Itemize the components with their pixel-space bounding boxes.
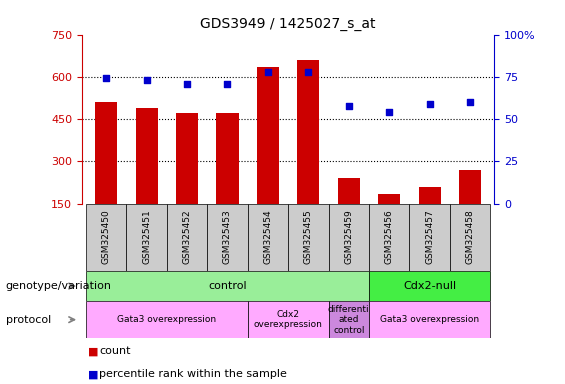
Bar (216, 113, 238, 204)
Bar (247, 204, 288, 271)
Text: percentile rank within the sample: percentile rank within the sample (99, 369, 287, 379)
Text: GSM325456: GSM325456 (385, 210, 394, 265)
Title: GDS3949 / 1425027_s_at: GDS3949 / 1425027_s_at (201, 17, 376, 31)
Text: count: count (99, 346, 131, 356)
Bar (450, 204, 490, 271)
Text: differenti
ated
control: differenti ated control (328, 305, 370, 334)
Text: protocol: protocol (6, 314, 51, 325)
Bar (369, 301, 490, 338)
Bar (369, 204, 410, 271)
Text: GSM325453: GSM325453 (223, 210, 232, 265)
Bar (459, 170, 481, 204)
Bar (86, 271, 369, 301)
Point (466, 99, 475, 105)
Bar (207, 204, 247, 271)
Text: ■: ■ (88, 369, 98, 379)
Bar (329, 301, 369, 338)
Point (304, 69, 313, 75)
Point (102, 75, 111, 81)
Text: GSM325454: GSM325454 (263, 210, 272, 265)
Point (385, 109, 394, 115)
Text: control: control (208, 281, 247, 291)
Bar (329, 204, 369, 271)
Text: ■: ■ (88, 346, 98, 356)
Bar (127, 204, 167, 271)
Bar (288, 204, 329, 271)
Text: Gata3 overexpression: Gata3 overexpression (118, 315, 216, 324)
Bar (136, 108, 158, 204)
Text: GSM325458: GSM325458 (466, 210, 475, 265)
Text: GSM325455: GSM325455 (304, 210, 313, 265)
Point (223, 81, 232, 87)
Text: Cdx2
overexpression: Cdx2 overexpression (254, 310, 323, 329)
Bar (378, 194, 401, 204)
Text: Cdx2-null: Cdx2-null (403, 281, 457, 291)
Bar (167, 204, 207, 271)
Point (425, 101, 434, 107)
Text: GSM325459: GSM325459 (344, 210, 353, 265)
Bar (247, 301, 329, 338)
Bar (297, 60, 319, 204)
Bar (86, 204, 127, 271)
Text: genotype/variation: genotype/variation (6, 281, 112, 291)
Bar (95, 102, 118, 204)
Bar (419, 187, 441, 204)
Text: GSM325457: GSM325457 (425, 210, 434, 265)
Text: Gata3 overexpression: Gata3 overexpression (380, 315, 479, 324)
Point (344, 103, 353, 109)
Bar (86, 301, 247, 338)
Text: GSM325451: GSM325451 (142, 210, 151, 265)
Bar (338, 178, 360, 204)
Bar (369, 271, 490, 301)
Point (263, 69, 272, 75)
Bar (257, 67, 279, 204)
Bar (410, 204, 450, 271)
Bar (176, 113, 198, 204)
Text: GSM325450: GSM325450 (102, 210, 111, 265)
Point (142, 77, 151, 83)
Point (182, 81, 192, 87)
Text: GSM325452: GSM325452 (182, 210, 192, 265)
